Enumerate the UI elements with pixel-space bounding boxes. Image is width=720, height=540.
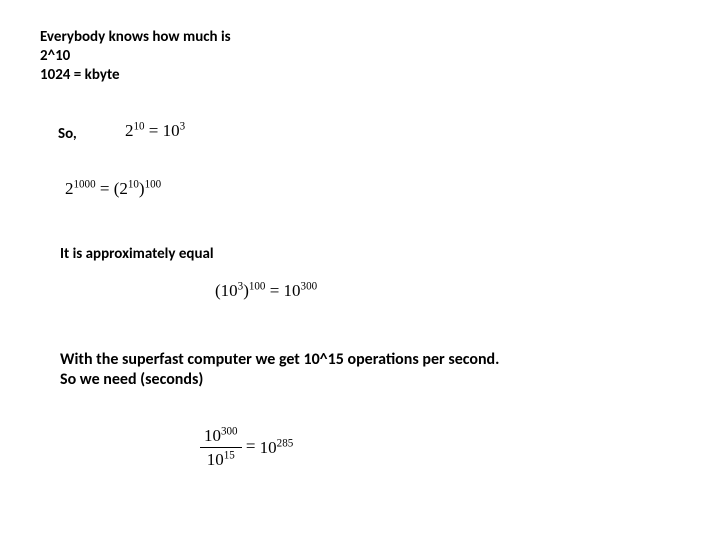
eq1-base2: 10	[163, 121, 180, 140]
intro-block: Everybody knows how much is 2^10 1024 = …	[40, 28, 231, 84]
eq3-inner-exp: 3	[238, 280, 244, 292]
computer-line1: With the superfast computer we get 10^15…	[60, 350, 499, 370]
eq1-exp2: 3	[180, 120, 186, 132]
eq1: 210 = 103	[125, 120, 185, 141]
eq3-inner-base: 10	[221, 281, 238, 300]
computer-line2: So we need (seconds)	[60, 370, 499, 390]
eq1-approx: =	[145, 121, 163, 140]
eq4-eq: =	[242, 437, 260, 456]
intro-line3: 1024 = kbyte	[40, 66, 231, 85]
eq2-eq: =	[96, 179, 114, 198]
slide: Everybody knows how much is 2^10 1024 = …	[0, 0, 720, 540]
intro-line1: Everybody knows how much is	[40, 28, 231, 47]
so-label: So,	[58, 125, 77, 144]
computer-block: With the superfast computer we get 10^15…	[60, 350, 499, 390]
eq2-inner-base: 2	[119, 179, 128, 198]
eq2-lhs-exp: 1000	[74, 178, 96, 190]
eq2: 21000 = (210)100	[65, 178, 161, 199]
eq3-outer-exp: 100	[249, 280, 266, 292]
eq3-eq: =	[265, 281, 283, 300]
eq4-rhs-exp: 285	[277, 437, 294, 449]
eq4-rhs-base: 10	[260, 438, 277, 457]
eq3-rhs-exp: 300	[301, 280, 318, 292]
eq1-exp1: 10	[134, 120, 145, 132]
eq4: 10300 1015 = 10285	[200, 425, 293, 471]
eq4-den-base: 10	[207, 450, 224, 469]
eq4-num-exp: 300	[221, 425, 238, 437]
eq4-fraction: 10300 1015	[200, 425, 242, 471]
intro-line2: 2^10	[40, 47, 231, 66]
eq3-rhs-base: 10	[284, 281, 301, 300]
eq2-lhs-base: 2	[65, 179, 74, 198]
eq2-inner-exp: 10	[128, 178, 139, 190]
approx-label: It is approximately equal	[60, 245, 214, 264]
eq4-den-exp: 15	[224, 450, 235, 462]
eq4-num-base: 10	[204, 426, 221, 445]
eq1-base1: 2	[125, 121, 134, 140]
eq2-outer-exp: 100	[145, 178, 162, 190]
eq3: (103)100 = 10300	[215, 280, 317, 301]
